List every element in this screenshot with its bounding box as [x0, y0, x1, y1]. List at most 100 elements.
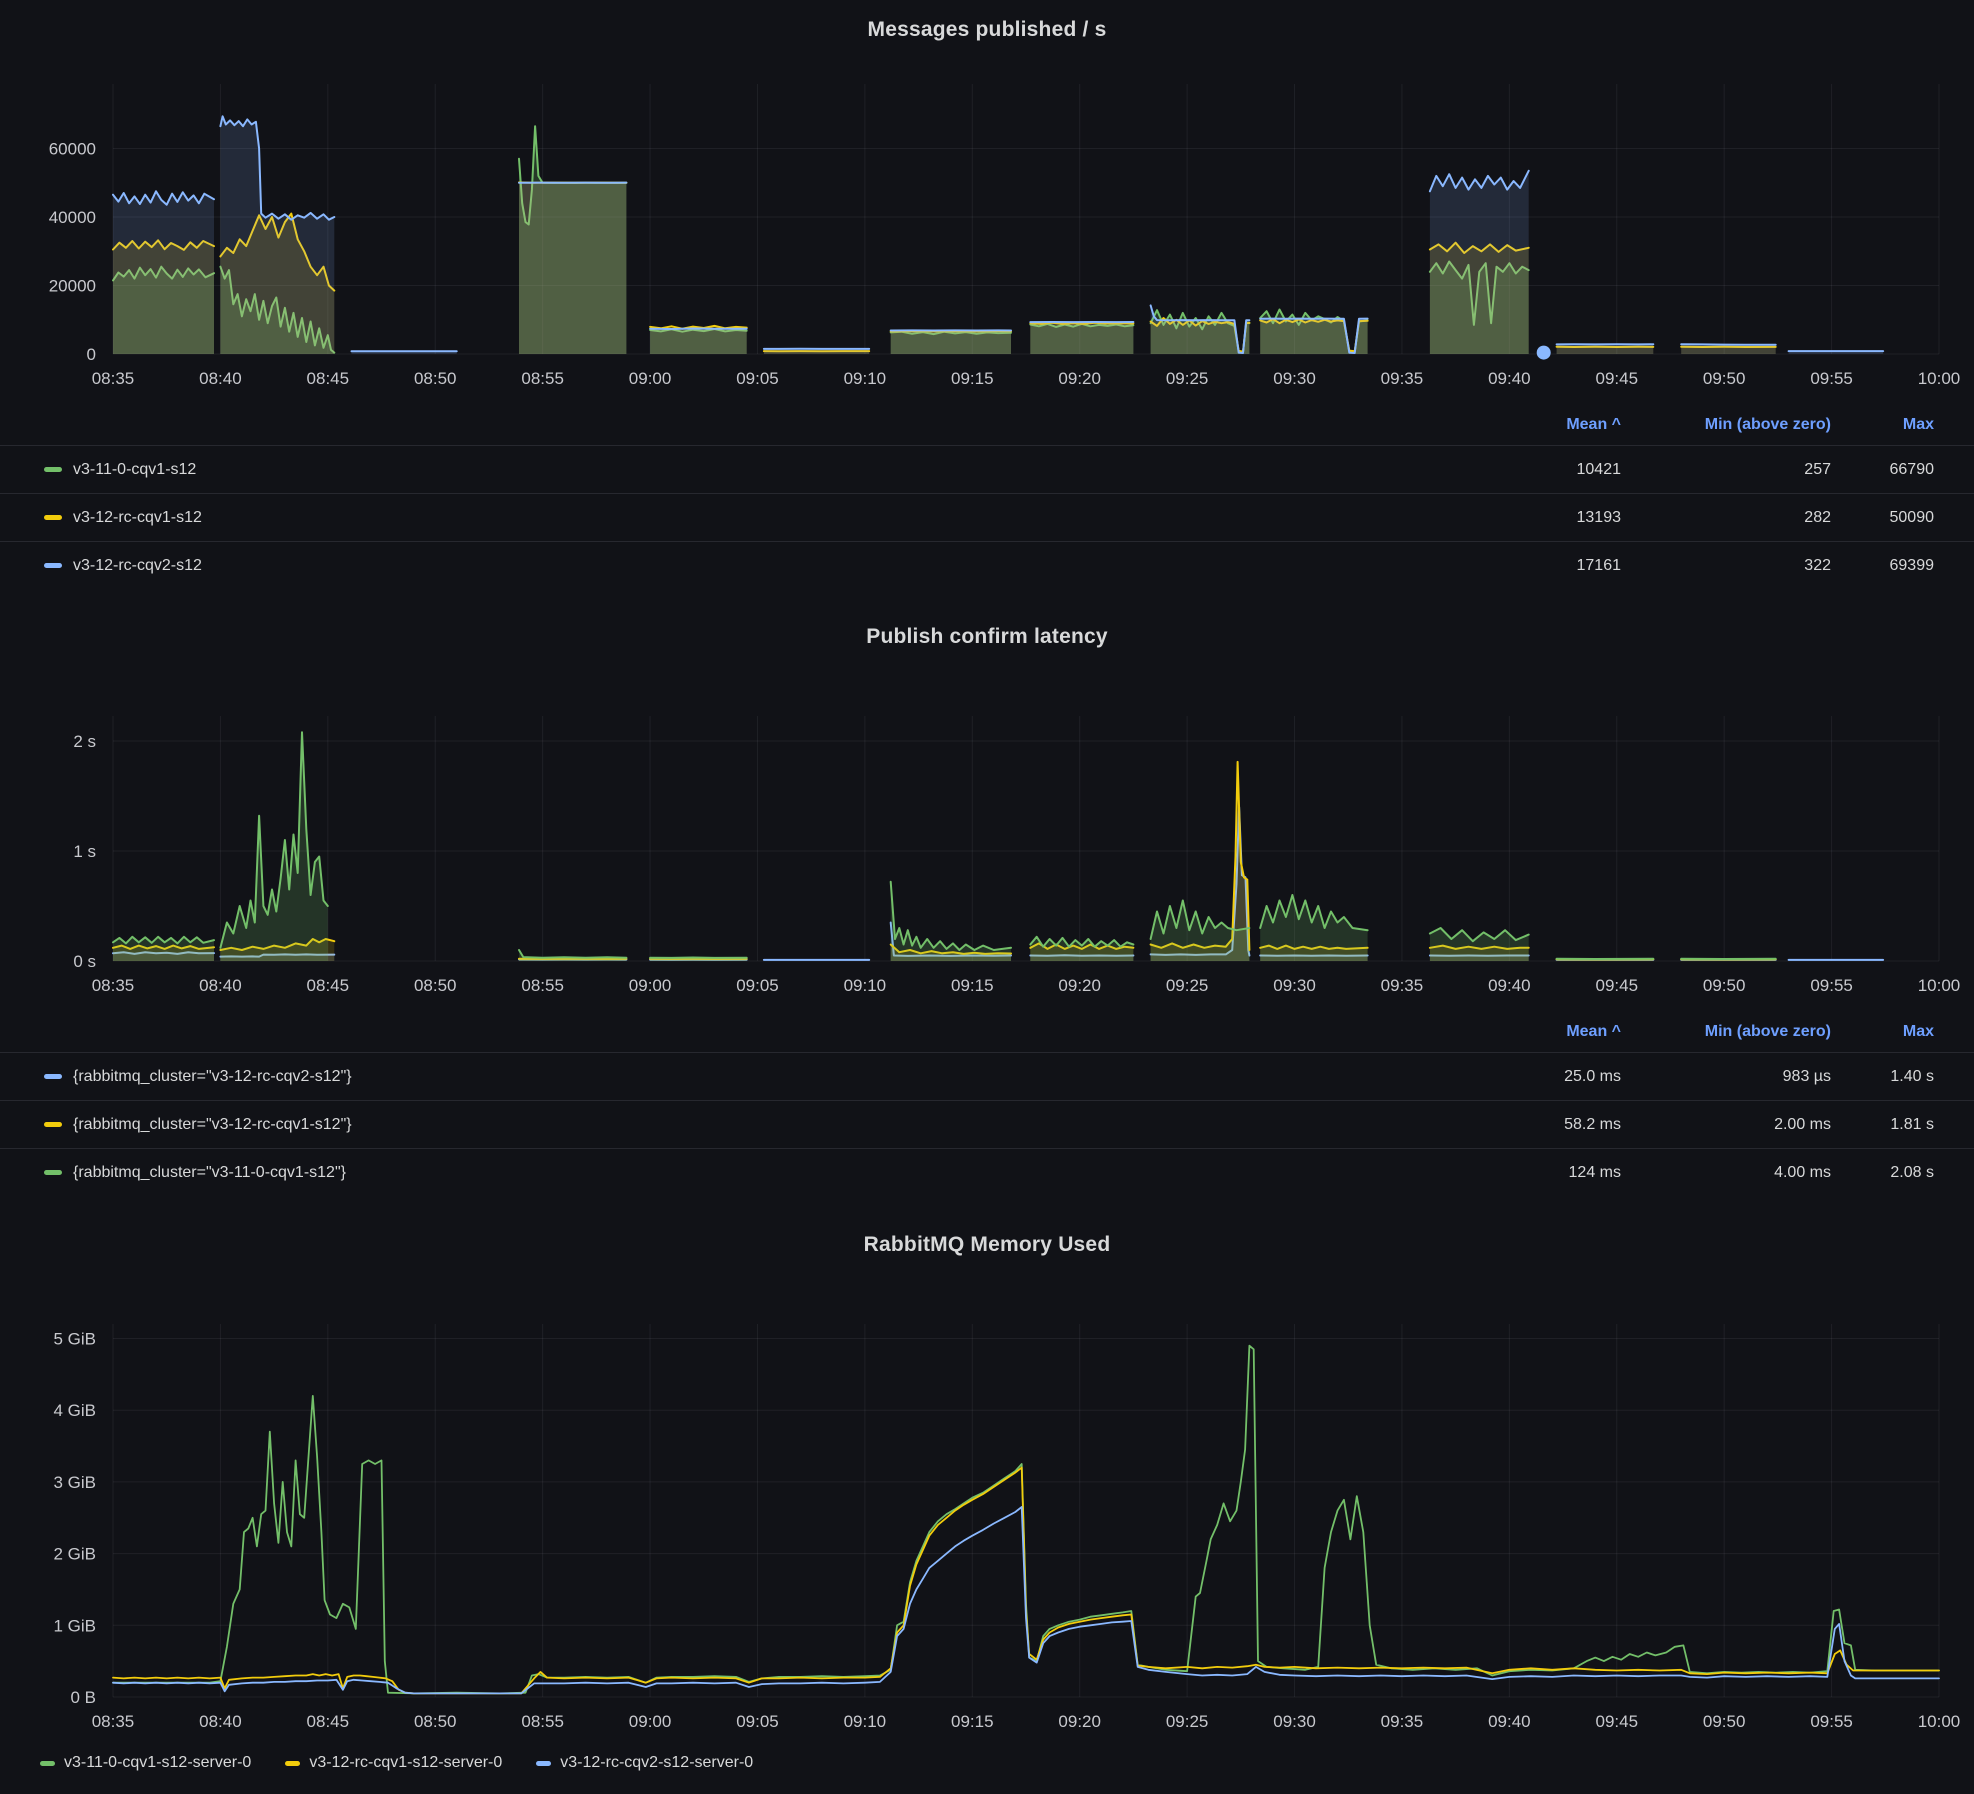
series-color-swatch[interactable]: [44, 467, 62, 472]
svg-text:09:50: 09:50: [1703, 976, 1746, 995]
svg-text:09:35: 09:35: [1381, 369, 1424, 388]
svg-text:09:20: 09:20: [1058, 369, 1101, 388]
legend-header: Mean ^ Min (above zero) Max: [0, 1012, 1974, 1052]
svg-text:08:40: 08:40: [199, 1712, 242, 1731]
svg-text:09:25: 09:25: [1166, 1712, 1209, 1731]
sort-mean-button[interactable]: Mean ^: [1566, 1023, 1621, 1040]
series-color-swatch: [40, 1760, 55, 1766]
series-name[interactable]: {rabbitmq_cluster="v3-12-rc-cqv2-s12"}: [73, 1067, 352, 1085]
svg-text:09:35: 09:35: [1381, 1712, 1424, 1731]
sort-min-button[interactable]: Min (above zero): [1704, 1023, 1831, 1040]
sort-max-button[interactable]: Max: [1902, 1023, 1934, 1040]
svg-text:2 s: 2 s: [73, 732, 96, 751]
svg-text:08:45: 08:45: [307, 1712, 350, 1731]
series-name[interactable]: {rabbitmq_cluster="v3-12-rc-cqv1-s12"}: [73, 1115, 352, 1133]
series-mean-value: 25.0 ms: [1564, 1067, 1621, 1085]
sort-max-button[interactable]: Max: [1902, 416, 1934, 433]
series-color-swatch: [285, 1760, 301, 1766]
panel-title-rabbitmq-memory-used: RabbitMQ Memory Used: [863, 1233, 1111, 1256]
publish-confirm-latency-chart[interactable]: 0 s 1 s 2 s 08:35 08:40 08:45 08:50 08:55 09:00 0…: [0, 690, 1974, 1020]
svg-text:09:45: 09:45: [1595, 369, 1638, 388]
series-max-value: 69399: [1889, 556, 1935, 574]
panel-title-messages-published: Messages published / s: [867, 18, 1107, 41]
sort-min-button[interactable]: Min (above zero): [1704, 416, 1831, 433]
series-name[interactable]: v3-12-rc-cqv1-s12: [73, 508, 202, 526]
legend-item[interactable]: v3-11-0-cqv1-s12-server-0: [40, 1754, 251, 1772]
legend-row: {rabbitmq_cluster="v3-12-rc-cqv1-s12"} 5…: [0, 1100, 1974, 1148]
series-color-swatch[interactable]: [44, 515, 62, 520]
svg-text:09:30: 09:30: [1273, 976, 1316, 995]
svg-text:08:50: 08:50: [414, 976, 457, 995]
series-min-value: 322: [1804, 556, 1831, 574]
series-name[interactable]: v3-12-rc-cqv2-s12: [73, 556, 202, 574]
svg-text:09:10: 09:10: [844, 976, 887, 995]
svg-text:5 GiB: 5 GiB: [53, 1329, 96, 1348]
svg-text:08:55: 08:55: [521, 976, 564, 995]
series-min-value: 4.00 ms: [1774, 1163, 1831, 1181]
series-mean-value: 58.2 ms: [1564, 1115, 1621, 1133]
svg-text:2 GiB: 2 GiB: [53, 1545, 96, 1564]
svg-text:08:35: 08:35: [92, 1712, 135, 1731]
svg-text:4 GiB: 4 GiB: [53, 1401, 96, 1420]
publish-confirm-latency-legend: Mean ^ Min (above zero) Max {rabbitmq_cl…: [0, 1012, 1974, 1196]
svg-text:09:40: 09:40: [1488, 976, 1531, 995]
svg-text:08:35: 08:35: [92, 369, 135, 388]
svg-text:08:40: 08:40: [199, 976, 242, 995]
legend-item[interactable]: v3-12-rc-cqv2-s12-server-0: [536, 1754, 753, 1772]
svg-text:09:50: 09:50: [1703, 369, 1746, 388]
svg-text:09:45: 09:45: [1595, 1712, 1638, 1731]
series-min-value: 983 µs: [1782, 1067, 1831, 1085]
rabbitmq-memory-used-legend: v3-11-0-cqv1-s12-server-0 v3-12-rc-cqv1-…: [40, 1754, 753, 1772]
legend-row: v3-12-rc-cqv1-s12 13193 282 50090: [0, 493, 1974, 541]
series-max-value: 2.08 s: [1890, 1163, 1934, 1181]
svg-text:09:25: 09:25: [1166, 369, 1209, 388]
svg-text:09:05: 09:05: [736, 1712, 779, 1731]
svg-text:09:20: 09:20: [1058, 976, 1101, 995]
series-name[interactable]: v3-11-0-cqv1-s12: [73, 460, 197, 478]
svg-text:09:15: 09:15: [951, 976, 994, 995]
series-mean-value: 17161: [1576, 556, 1622, 574]
svg-text:09:00: 09:00: [629, 976, 672, 995]
svg-text:60000: 60000: [49, 139, 96, 158]
legend-header: Mean ^ Min (above zero) Max: [0, 405, 1974, 445]
svg-text:09:10: 09:10: [844, 369, 887, 388]
series-color-swatch[interactable]: [44, 1170, 62, 1175]
rabbitmq-memory-used-chart[interactable]: 0 B 1 GiB 2 GiB 3 GiB 4 GiB 5 GiB 08:35 08:40 08…: [0, 1290, 1974, 1752]
legend-row: {rabbitmq_cluster="v3-11-0-cqv1-s12"} 12…: [0, 1148, 1974, 1196]
svg-text:09:15: 09:15: [951, 369, 994, 388]
svg-text:08:50: 08:50: [414, 369, 457, 388]
svg-text:08:40: 08:40: [199, 369, 242, 388]
series-name[interactable]: {rabbitmq_cluster="v3-11-0-cqv1-s12"}: [73, 1163, 346, 1181]
svg-text:09:00: 09:00: [629, 369, 672, 388]
svg-text:09:55: 09:55: [1810, 1712, 1853, 1731]
series-color-swatch[interactable]: [44, 1074, 62, 1079]
svg-text:08:35: 08:35: [92, 976, 135, 995]
svg-text:09:10: 09:10: [844, 1712, 887, 1731]
svg-text:08:50: 08:50: [414, 1712, 457, 1731]
series-name: v3-11-0-cqv1-s12-server-0: [64, 1754, 252, 1771]
series-max-value: 50090: [1889, 508, 1935, 526]
svg-text:0 s: 0 s: [73, 952, 96, 971]
series-max-value: 1.81 s: [1890, 1115, 1934, 1133]
legend-row: {rabbitmq_cluster="v3-12-rc-cqv2-s12"} 2…: [0, 1052, 1974, 1100]
svg-text:09:40: 09:40: [1488, 1712, 1531, 1731]
svg-text:09:05: 09:05: [736, 976, 779, 995]
svg-text:08:55: 08:55: [521, 1712, 564, 1731]
svg-text:40000: 40000: [49, 208, 96, 227]
series-mean-value: 124 ms: [1568, 1163, 1621, 1181]
series-name: v3-12-rc-cqv2-s12-server-0: [560, 1754, 754, 1771]
series-color-swatch: [536, 1760, 552, 1766]
svg-text:3 GiB: 3 GiB: [53, 1473, 96, 1492]
svg-text:09:30: 09:30: [1273, 369, 1316, 388]
svg-text:09:15: 09:15: [951, 1712, 994, 1731]
messages-published-chart[interactable]: 0 20000 40000 60000 08:35 08:40 08:45 08:50 08:5…: [0, 70, 1974, 400]
svg-text:20000: 20000: [49, 276, 96, 295]
series-color-swatch[interactable]: [44, 1122, 62, 1127]
series-color-swatch[interactable]: [44, 563, 62, 568]
sort-mean-button[interactable]: Mean ^: [1566, 416, 1621, 433]
svg-text:09:20: 09:20: [1058, 1712, 1101, 1731]
legend-item[interactable]: v3-12-rc-cqv1-s12-server-0: [285, 1754, 502, 1772]
svg-text:09:40: 09:40: [1488, 369, 1531, 388]
svg-text:10:00: 10:00: [1918, 1712, 1961, 1731]
